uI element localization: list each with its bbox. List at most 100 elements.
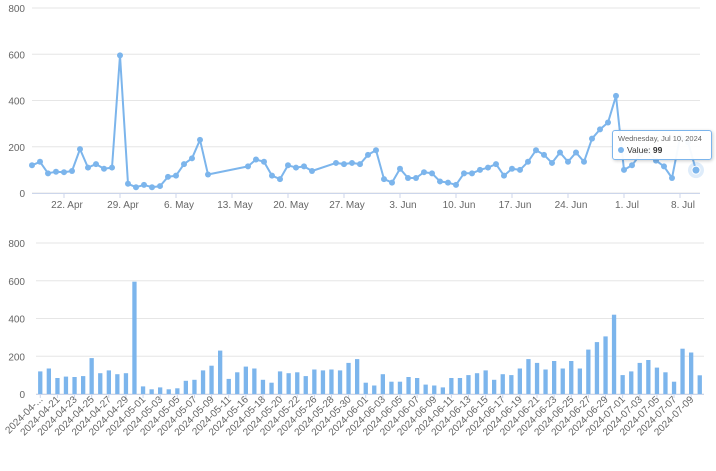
bar (415, 378, 420, 394)
line-point (53, 168, 59, 175)
bar (166, 389, 171, 394)
line-point (453, 181, 459, 188)
bar-ytick-label: 400 (8, 315, 25, 326)
tooltip-date: Wednesday, Jul 10, 2024 (618, 134, 702, 143)
line-ytick-label: 800 (8, 4, 25, 15)
tooltip-dot (618, 147, 624, 153)
line-point (629, 162, 635, 169)
bar (55, 378, 60, 394)
line-point (565, 158, 571, 165)
line-point (413, 174, 419, 181)
line-point (349, 159, 355, 166)
line-xtick-label: 13. May (217, 200, 253, 211)
line-ytick-label: 200 (8, 143, 25, 154)
bar (200, 370, 206, 394)
bar (372, 385, 377, 394)
bar (158, 387, 163, 394)
bar (466, 375, 471, 394)
line-xtick-label: 10. Jun (443, 200, 476, 211)
line-point (261, 158, 267, 165)
line-point (189, 155, 195, 162)
bar (440, 387, 445, 394)
line-point (77, 146, 83, 153)
line-ytick-label: 600 (8, 50, 25, 61)
bar (303, 376, 308, 394)
bar (552, 361, 557, 394)
bar (380, 374, 385, 394)
bar (363, 382, 368, 394)
bar (663, 372, 668, 394)
bar (603, 336, 608, 394)
bar (646, 360, 651, 394)
bar (457, 378, 463, 394)
bar (72, 377, 77, 394)
line-point (133, 184, 139, 191)
tooltip-value: 99 (652, 145, 663, 155)
line-xtick-label: 27. May (329, 200, 365, 211)
bar (312, 369, 317, 394)
bar (671, 381, 677, 394)
line-point (429, 170, 435, 177)
bar (432, 385, 437, 394)
bar (226, 378, 231, 394)
bar (252, 368, 257, 394)
bar (594, 342, 600, 394)
bar (38, 371, 43, 394)
bar (689, 352, 694, 394)
line-point (165, 173, 171, 180)
line-point (541, 151, 547, 158)
tooltip: Wednesday, Jul 10, 2024 Value: 99 (612, 130, 712, 160)
bar (149, 389, 154, 394)
line-point (493, 161, 499, 168)
bar-ytick-label: 200 (8, 352, 25, 363)
bar (132, 281, 137, 394)
line-point (389, 179, 395, 186)
bar-ytick-label: 600 (8, 277, 25, 288)
bar (243, 366, 248, 394)
bar (106, 370, 111, 394)
line-xtick-label: 24. Jun (555, 200, 588, 211)
bar (509, 375, 514, 394)
line-point (525, 158, 531, 165)
line-xtick-label: 29. Apr (107, 200, 139, 211)
line-point (421, 169, 427, 176)
bar (534, 362, 540, 394)
line-point (181, 161, 187, 168)
line-chart: 0 200 400 600 800 22. Apr 29. Apr 6. May 13. May… (8, 4, 704, 211)
bar (346, 362, 351, 394)
line-point (101, 165, 107, 172)
line-point (691, 165, 701, 175)
line-point (613, 92, 619, 99)
bar (320, 370, 326, 394)
line-point (293, 164, 299, 171)
line-point (549, 159, 555, 166)
bar (517, 368, 522, 394)
line-xtick-label: 6. May (164, 200, 194, 211)
bar (543, 369, 548, 394)
bar (397, 381, 403, 394)
line-point (605, 119, 611, 126)
line-point (557, 149, 563, 156)
bar (140, 386, 146, 394)
bar (449, 378, 454, 394)
bar (277, 371, 283, 394)
line-point (461, 170, 467, 177)
bar (63, 376, 69, 394)
line-ytick-label: 400 (8, 97, 25, 108)
line-point (253, 156, 259, 163)
bar (526, 359, 531, 394)
line-point (85, 164, 91, 171)
bar (329, 369, 334, 394)
bar (337, 370, 343, 394)
line-point (29, 162, 35, 169)
bar (123, 373, 129, 394)
bar (389, 381, 394, 394)
line-point (197, 136, 203, 143)
bar-ytick-label: 0 (19, 390, 25, 401)
bar (89, 358, 94, 394)
line-point (621, 166, 627, 173)
bar (680, 348, 685, 394)
line-xtick-label: 1. Jul (615, 200, 639, 211)
line-point (501, 172, 507, 179)
